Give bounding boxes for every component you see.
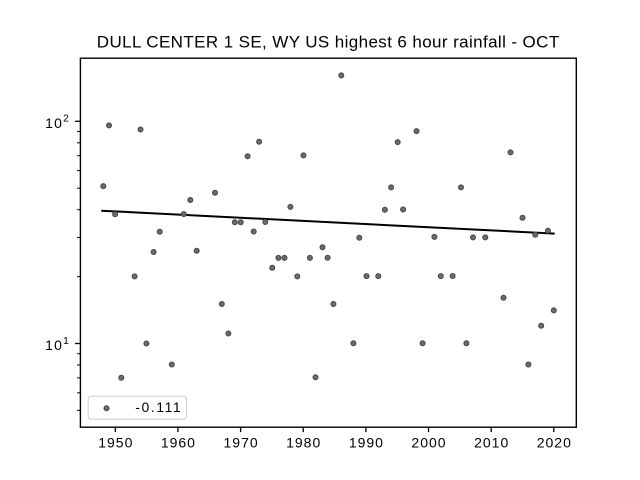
svg-text:1990: 1990: [349, 434, 384, 450]
svg-text:102: 102: [45, 114, 70, 131]
svg-text:2000: 2000: [411, 434, 446, 450]
svg-text:1970: 1970: [224, 434, 259, 450]
svg-text:101: 101: [45, 336, 70, 353]
svg-text:DULL CENTER 1 SE, WY US highes: DULL CENTER 1 SE, WY US highest 6 hour r…: [97, 32, 560, 51]
svg-text:1950: 1950: [98, 434, 133, 450]
svg-text:2020: 2020: [537, 434, 572, 450]
svg-text:2010: 2010: [474, 434, 509, 450]
svg-text:-0.111: -0.111: [135, 399, 182, 415]
svg-text:1980: 1980: [286, 434, 321, 450]
svg-text:1960: 1960: [161, 434, 196, 450]
